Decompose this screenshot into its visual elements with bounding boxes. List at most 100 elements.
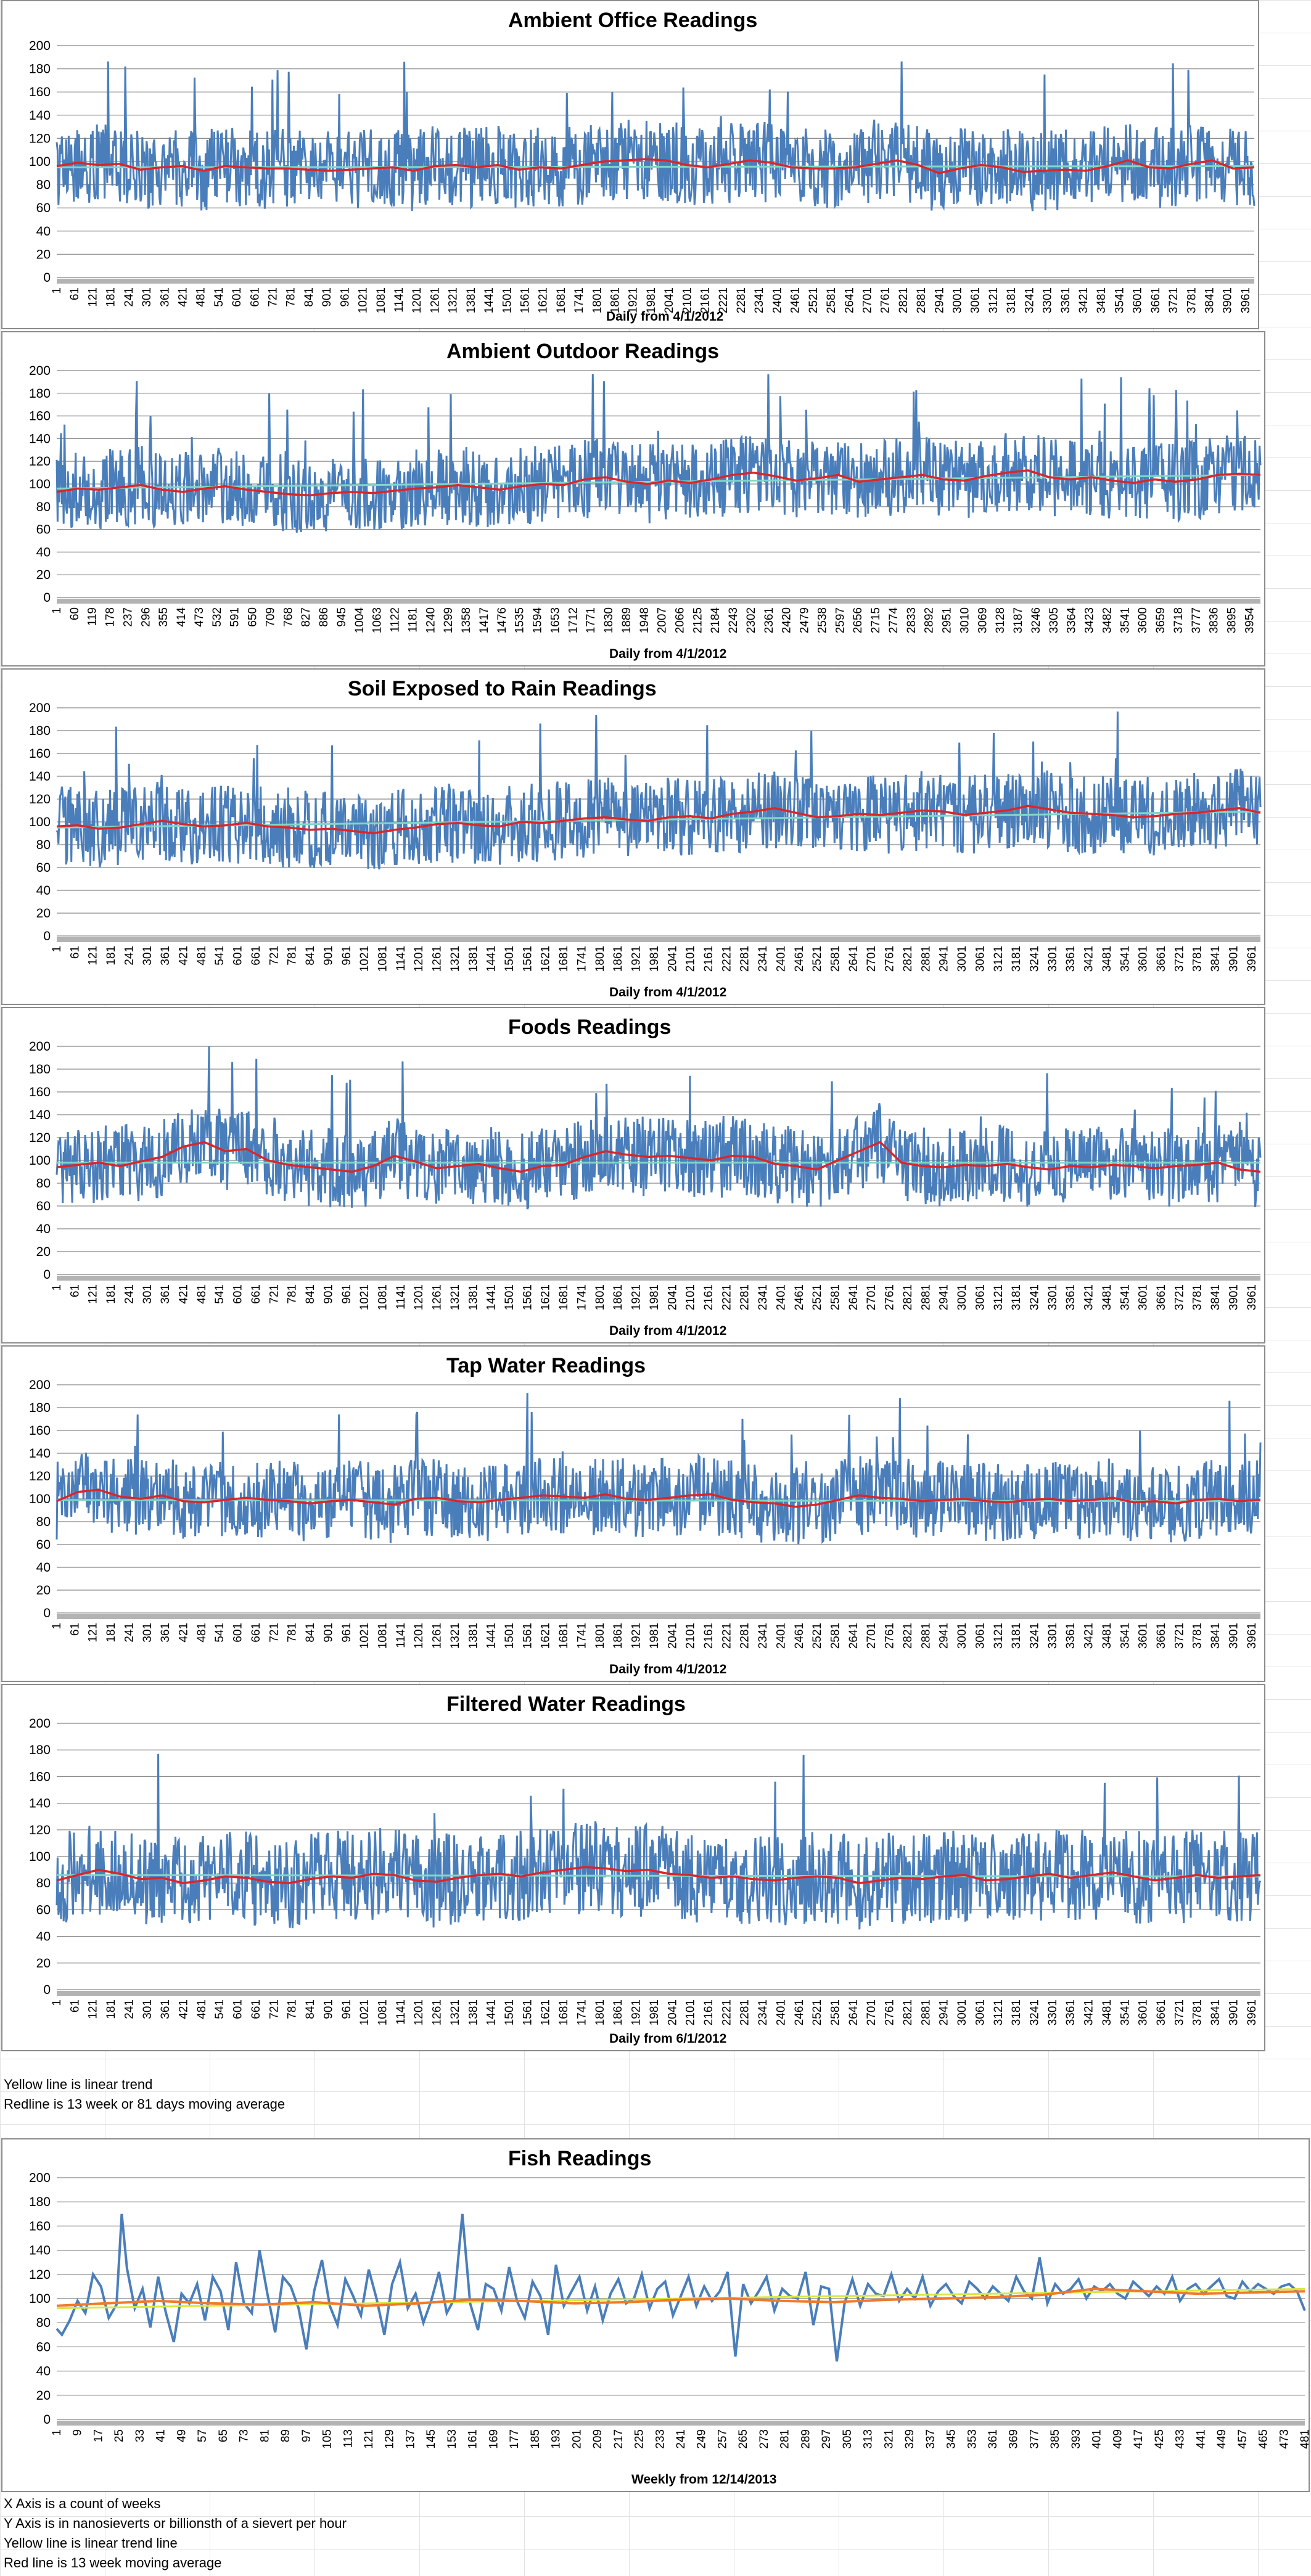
x-tick-label: 121 xyxy=(87,1623,100,1643)
x-tick-label: 2101 xyxy=(681,287,694,313)
y-tick-label: 40 xyxy=(36,2365,51,2379)
chart-foods: Foods Readings 0 20 40 60 80 100 120 140 160 180 20… xyxy=(1,1007,1265,1343)
x-tick-label: 1889 xyxy=(620,607,633,633)
x-tick-label: 1981 xyxy=(648,1284,661,1310)
y-tick-label: 120 xyxy=(29,454,51,469)
x-tick-label: 709 xyxy=(264,607,277,627)
x-tick-label: 3901 xyxy=(1227,946,1240,972)
x-tick-label: 768 xyxy=(282,607,295,627)
x-tick-label: 1441 xyxy=(485,2000,498,2025)
moving-average-line xyxy=(56,805,1261,835)
x-tick-label: 3781 xyxy=(1191,1623,1204,1649)
x-tick-label: 1261 xyxy=(431,2000,444,2025)
x-tick-label: 355 xyxy=(157,607,170,627)
x-tick-label: 1621 xyxy=(540,946,553,972)
x-tick-label: 2221 xyxy=(720,946,733,972)
x-tick-label: 2281 xyxy=(739,1284,752,1310)
x-tick-label: 3121 xyxy=(992,1623,1005,1649)
x-tick-label: 73 xyxy=(238,2429,251,2442)
x-tick-label: 301 xyxy=(141,946,154,966)
x-tick-label: 1081 xyxy=(376,2000,389,2025)
moving-average-line xyxy=(56,158,1255,174)
y-tick-label: 40 xyxy=(36,1561,51,1575)
x-tick-label: 65 xyxy=(217,2429,230,2442)
x-tick-label: 289 xyxy=(799,2429,812,2449)
x-tick-label: 2881 xyxy=(919,2000,932,2025)
x-tick-label: 1441 xyxy=(485,1284,498,1310)
x-tick-label: 1021 xyxy=(358,1284,371,1310)
x-tick-label: 89 xyxy=(279,2429,292,2442)
y-tick-label: 60 xyxy=(36,861,51,875)
x-tick-label: 2641 xyxy=(843,287,856,313)
x-tick-label: 841 xyxy=(304,2000,317,2019)
y-tick-label: 40 xyxy=(36,224,51,239)
x-tick-label: 3721 xyxy=(1173,2000,1186,2025)
y-tick-label: 80 xyxy=(36,2316,51,2330)
x-tick-label: 241 xyxy=(123,946,136,966)
x-tick-label: 181 xyxy=(105,946,118,966)
x-tick-label: 129 xyxy=(384,2429,397,2449)
x-tick-label: 661 xyxy=(250,1284,263,1304)
x-tick-label: 3841 xyxy=(1209,946,1222,972)
x-tick-label: 177 xyxy=(508,2429,521,2449)
x-tick-label: 3954 xyxy=(1243,607,1256,634)
x-tick-label: 2538 xyxy=(816,607,829,633)
x-tick-label: 169 xyxy=(487,2429,500,2449)
x-tick-label: 781 xyxy=(285,287,298,307)
x-tick-label: 2581 xyxy=(829,946,842,972)
x-tick-label: 3601 xyxy=(1132,287,1145,313)
y-tick-label: 80 xyxy=(36,500,51,514)
x-tick-label: 1321 xyxy=(449,946,462,972)
x-tick-label: 385 xyxy=(1049,2429,1062,2449)
x-tick-label: 345 xyxy=(945,2429,958,2449)
x-tick-label: 1021 xyxy=(357,287,370,313)
x-tick-label: 1981 xyxy=(648,946,661,972)
x-tick-label: 1801 xyxy=(594,1623,607,1649)
x-tick-label: 2041 xyxy=(666,946,679,972)
x-axis-band xyxy=(57,937,1260,942)
x-tick-label: 1741 xyxy=(575,2000,588,2025)
x-tick-label: 305 xyxy=(841,2429,854,2449)
y-tick-label: 140 xyxy=(29,1446,51,1461)
x-tick-label: 961 xyxy=(340,2000,353,2019)
x-tick-label: 661 xyxy=(250,2000,263,2019)
x-tick-label: 1501 xyxy=(503,2000,516,2025)
x-tick-label: 3481 xyxy=(1101,2000,1114,2025)
y-tick-label: 200 xyxy=(29,364,51,378)
chart-ambient-outdoor: Ambient Outdoor Readings 0 20 40 60 80 100 120 1… xyxy=(1,331,1265,667)
y-tick-label: 40 xyxy=(36,1930,51,1944)
x-tick-label: 3481 xyxy=(1095,287,1108,313)
x-tick-label: 2461 xyxy=(789,287,802,313)
x-tick-label: 3601 xyxy=(1137,1623,1150,1649)
y-tick-label: 160 xyxy=(29,1085,51,1099)
x-tick-label: 2821 xyxy=(902,2000,914,2025)
x-tick-label: 886 xyxy=(318,607,331,627)
note-x-axis: X Axis is a count of weeks xyxy=(4,2496,161,2511)
x-tick-label: 2701 xyxy=(865,2000,878,2025)
x-tick-label: 2221 xyxy=(717,287,730,313)
x-tick-label: 1476 xyxy=(496,607,509,633)
x-tick-label: 2161 xyxy=(702,1284,715,1310)
moving-average-line xyxy=(56,1488,1261,1508)
x-tick-label: 1 xyxy=(51,1284,64,1291)
x-tick-label: 2833 xyxy=(905,607,918,633)
x-tick-label: 241 xyxy=(123,287,136,307)
x-tick-label: 2521 xyxy=(811,1623,824,1649)
x-tick-label: 1261 xyxy=(431,1623,444,1649)
x-tick-label: 3961 xyxy=(1246,946,1259,972)
chart-filtered-water: Filtered Water Readings 0 20 40 60 80 100 120 14… xyxy=(1,1684,1265,2051)
y-tick-label: 20 xyxy=(36,1956,51,1971)
x-tick-label: 3781 xyxy=(1185,287,1198,313)
x-tick-label: 1 xyxy=(51,2429,64,2436)
y-tick-label: 0 xyxy=(43,1606,51,1620)
x-tick-label: 1741 xyxy=(573,287,586,313)
x-tick-label: 3364 xyxy=(1066,607,1079,634)
x-tick-label: 721 xyxy=(268,1284,281,1304)
x-tick-label: 3421 xyxy=(1083,946,1096,972)
x-tick-label: 3241 xyxy=(1023,287,1036,313)
x-tick-label: 1681 xyxy=(555,287,568,313)
x-tick-label: 3241 xyxy=(1028,1623,1041,1649)
x-tick-label: 2101 xyxy=(684,1284,697,1310)
x-tick-label: 61 xyxy=(68,946,81,959)
y-tick-label: 80 xyxy=(36,178,51,192)
